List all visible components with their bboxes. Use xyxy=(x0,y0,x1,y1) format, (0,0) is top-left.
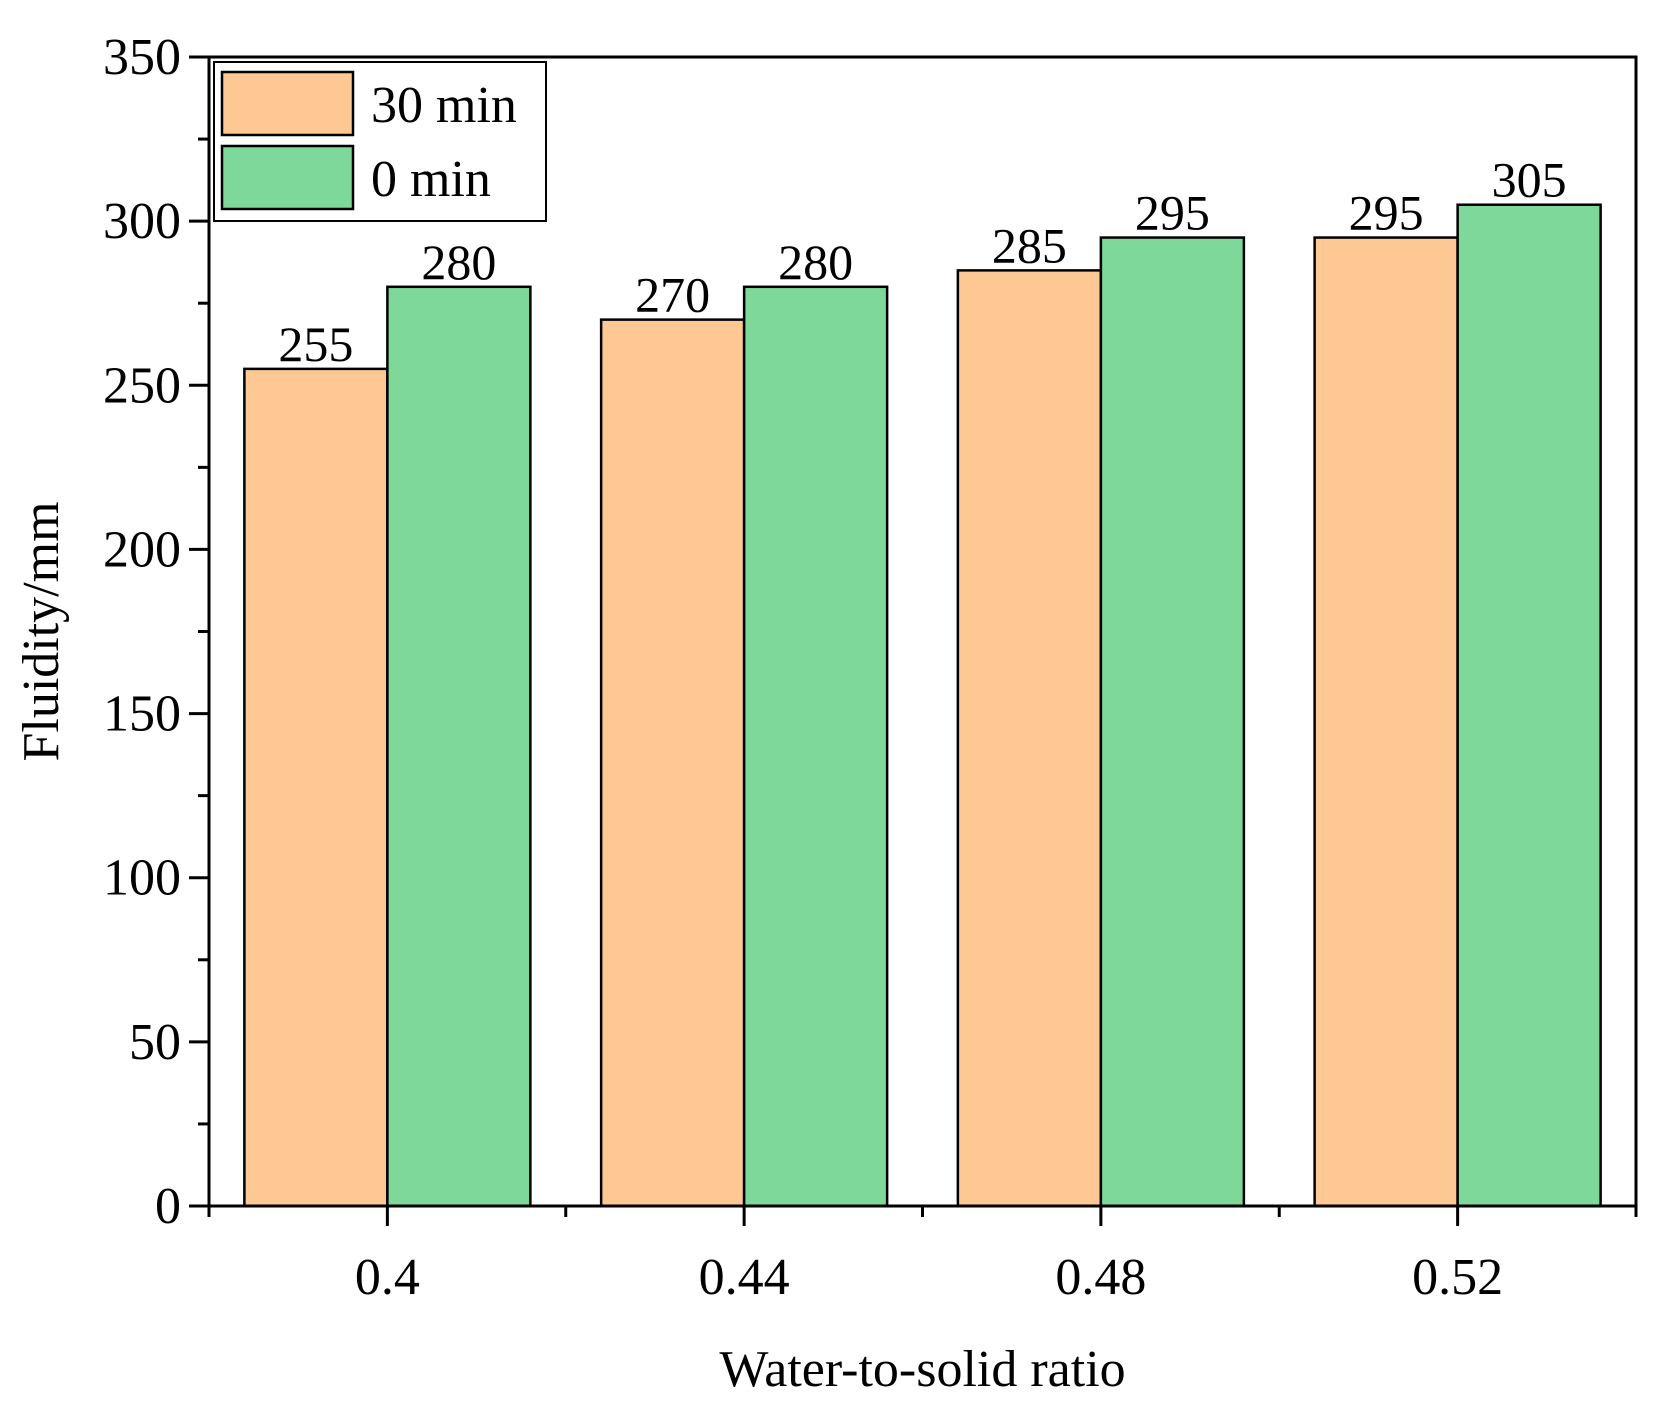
data-label-30-min-0.48: 285 xyxy=(992,217,1067,273)
x-tick-label: 0.48 xyxy=(1055,1249,1146,1306)
data-label-30-min-0.4: 255 xyxy=(278,316,353,372)
x-tick-label: 0.52 xyxy=(1412,1249,1503,1306)
legend-swatch-30-min xyxy=(220,70,355,137)
x-tick-label: 0.44 xyxy=(699,1249,790,1306)
y-tick-label: 150 xyxy=(103,686,181,743)
data-label-0-min-0.4: 280 xyxy=(421,234,496,290)
y-tick-label: 200 xyxy=(103,521,181,578)
legend: 30 min 0 min xyxy=(213,61,547,222)
legend-label-0-min: 0 min xyxy=(371,151,491,208)
bar-30-min-0.44 xyxy=(599,318,746,1208)
x-axis-title: Water-to-solid ratio xyxy=(719,1341,1125,1398)
bar-30-min-0.52 xyxy=(1313,236,1459,1208)
legend-label-30-min: 30 min xyxy=(371,77,517,134)
data-label-0-min-0.44: 280 xyxy=(778,234,853,290)
bar-30-min-0.48 xyxy=(956,269,1103,1208)
y-tick-label: 350 xyxy=(103,29,181,86)
bar-30-min-0.4 xyxy=(243,367,389,1208)
data-label-0-min-0.48: 295 xyxy=(1135,185,1210,241)
y-axis-title: Fluidity/mm xyxy=(13,501,70,761)
y-tick-label: 50 xyxy=(129,1014,181,1071)
value-labels-layer: 255 270 285 295 280 280 295 305 xyxy=(278,152,1566,372)
data-label-30-min-0.44: 270 xyxy=(635,267,710,323)
y-tick-label: 0 xyxy=(155,1178,181,1235)
bars-layer xyxy=(243,203,1602,1208)
bar-0-min-0.48 xyxy=(1099,236,1246,1208)
y-tick-label: 100 xyxy=(103,850,181,907)
data-label-30-min-0.52: 295 xyxy=(1349,185,1424,241)
y-tick-label: 250 xyxy=(103,357,181,414)
y-tick-label: 300 xyxy=(103,193,181,250)
data-label-0-min-0.52: 305 xyxy=(1492,152,1567,208)
y-axis-ticks: 0 50 100 150 200 250 300 350 xyxy=(103,29,209,1235)
bar-0-min-0.52 xyxy=(1456,203,1602,1208)
x-tick-label: 0.4 xyxy=(355,1249,420,1306)
bar-0-min-0.44 xyxy=(742,285,889,1208)
x-axis-ticks: 0.4 0.44 0.48 0.52 xyxy=(207,1206,1638,1306)
bar-0-min-0.4 xyxy=(386,285,532,1208)
legend-swatch-0-min xyxy=(220,144,355,211)
